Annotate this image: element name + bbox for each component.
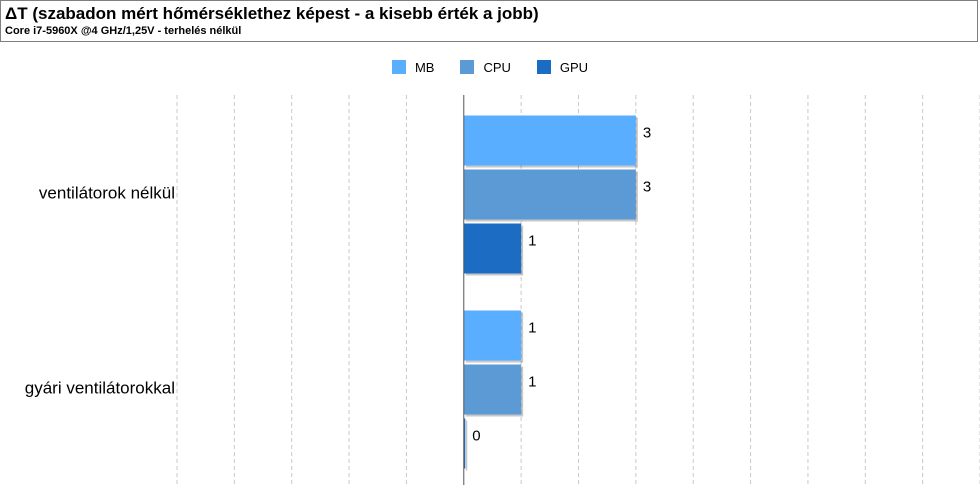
legend-swatch-cpu xyxy=(460,60,475,74)
bar-shadow xyxy=(465,420,468,471)
legend-swatch-mb xyxy=(391,60,406,74)
category-label: ventilátorok nélkül xyxy=(39,184,175,203)
legend-label-cpu: CPU xyxy=(483,59,511,75)
legend-item-mb: MB xyxy=(391,59,435,75)
data-label-cpu: 3 xyxy=(643,179,651,196)
chart-title: ΔT (szabadon mért hőmérséklethez képest … xyxy=(5,4,539,23)
bar-gpu xyxy=(463,418,466,469)
data-label-gpu: 1 xyxy=(528,233,536,250)
data-label-mb: 1 xyxy=(528,320,536,337)
legend-item-gpu: GPU xyxy=(536,59,589,75)
data-label-mb: 3 xyxy=(643,125,651,142)
legend-swatch-gpu xyxy=(536,60,551,74)
data-label-gpu: 0 xyxy=(472,428,480,445)
legend-item-cpu: CPU xyxy=(460,59,511,75)
category-label: gyári ventilátorokkal xyxy=(25,379,175,398)
legend: MB CPU GPU xyxy=(0,57,980,77)
chart-title-box: ΔT (szabadon mért hőmérséklethez képest … xyxy=(0,0,978,42)
bar-mb xyxy=(463,310,522,361)
bar-cpu xyxy=(463,364,522,415)
data-label-cpu: 1 xyxy=(528,374,536,391)
chart-subtitle: Core i7-5960X @4 GHz/1,25V - terhelés né… xyxy=(5,25,242,37)
bar-cpu xyxy=(463,169,636,220)
legend-label-mb: MB xyxy=(414,59,435,75)
bar-gpu xyxy=(463,223,522,274)
legend-label-gpu: GPU xyxy=(559,59,589,75)
bar-mb xyxy=(463,115,636,166)
